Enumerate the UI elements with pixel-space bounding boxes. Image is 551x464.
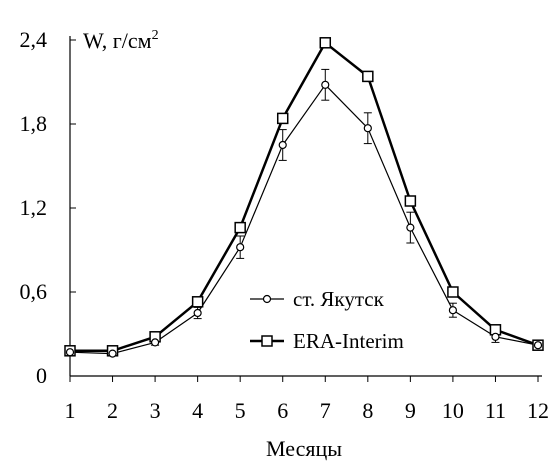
x-tick-label: 6 [277, 398, 288, 423]
series-era-point [362, 70, 374, 83]
series-era-line [70, 41, 539, 353]
x-tick-label: 11 [485, 398, 506, 423]
x-tick-label: 2 [107, 398, 118, 423]
legend-label-era: ERA-Interim [293, 329, 404, 353]
series-station-point [65, 348, 75, 357]
y-tick-label: 0,6 [20, 279, 48, 304]
series-station-line [69, 84, 539, 355]
legend-marker-station [262, 294, 272, 304]
x-tick-label: 9 [405, 398, 416, 423]
series-era-point [234, 221, 246, 234]
legend-label-station: ст. Якутск [293, 287, 385, 311]
y-tick-label: 1,2 [20, 195, 48, 220]
series-era-point [191, 296, 204, 308]
series-station-point [321, 80, 330, 89]
series-station-point [278, 140, 287, 150]
legend-marker-era [261, 335, 273, 347]
x-tick-label: 7 [320, 398, 331, 423]
y-tick-label: 1,8 [20, 111, 48, 136]
x-tick-label: 5 [235, 398, 246, 423]
y-tick-label: 0 [36, 363, 47, 388]
series-era-point [404, 195, 417, 207]
x-tick-label: 1 [65, 398, 76, 423]
x-tick-label: 12 [527, 398, 549, 423]
series-station-point [150, 338, 160, 347]
y-tick-label: 2,4 [20, 27, 48, 52]
y-ticks: 0 0,6 1,2 1,8 2,4 [20, 27, 76, 388]
y-axis-title-superscript: 2 [152, 28, 159, 43]
series-station-point [108, 349, 117, 358]
series-station-point [236, 243, 245, 252]
x-tick-label: 3 [150, 398, 161, 423]
series-station-point [491, 332, 500, 341]
x-tick-label: 10 [442, 398, 464, 423]
x-tick-label: 4 [192, 398, 203, 423]
series-station-point [363, 124, 372, 133]
series-layer [64, 37, 544, 358]
axes [69, 36, 542, 377]
x-tick-label: 8 [362, 398, 373, 423]
series-station-point [406, 223, 415, 232]
legend: ст. Якутск ERA-Interim [250, 287, 404, 353]
series-era-point [319, 37, 332, 49]
series-station-point [193, 308, 202, 318]
series-era-point [447, 286, 459, 298]
series-station-point [448, 306, 458, 315]
x-axis-title: Месяцы [266, 436, 342, 461]
series-station-point [533, 341, 543, 350]
y-axis-title: W, г/см2 [83, 28, 159, 53]
x-ticks: 1 2 3 4 5 6 7 8 9 10 11 12 [65, 376, 549, 423]
series-era-point [276, 112, 289, 125]
